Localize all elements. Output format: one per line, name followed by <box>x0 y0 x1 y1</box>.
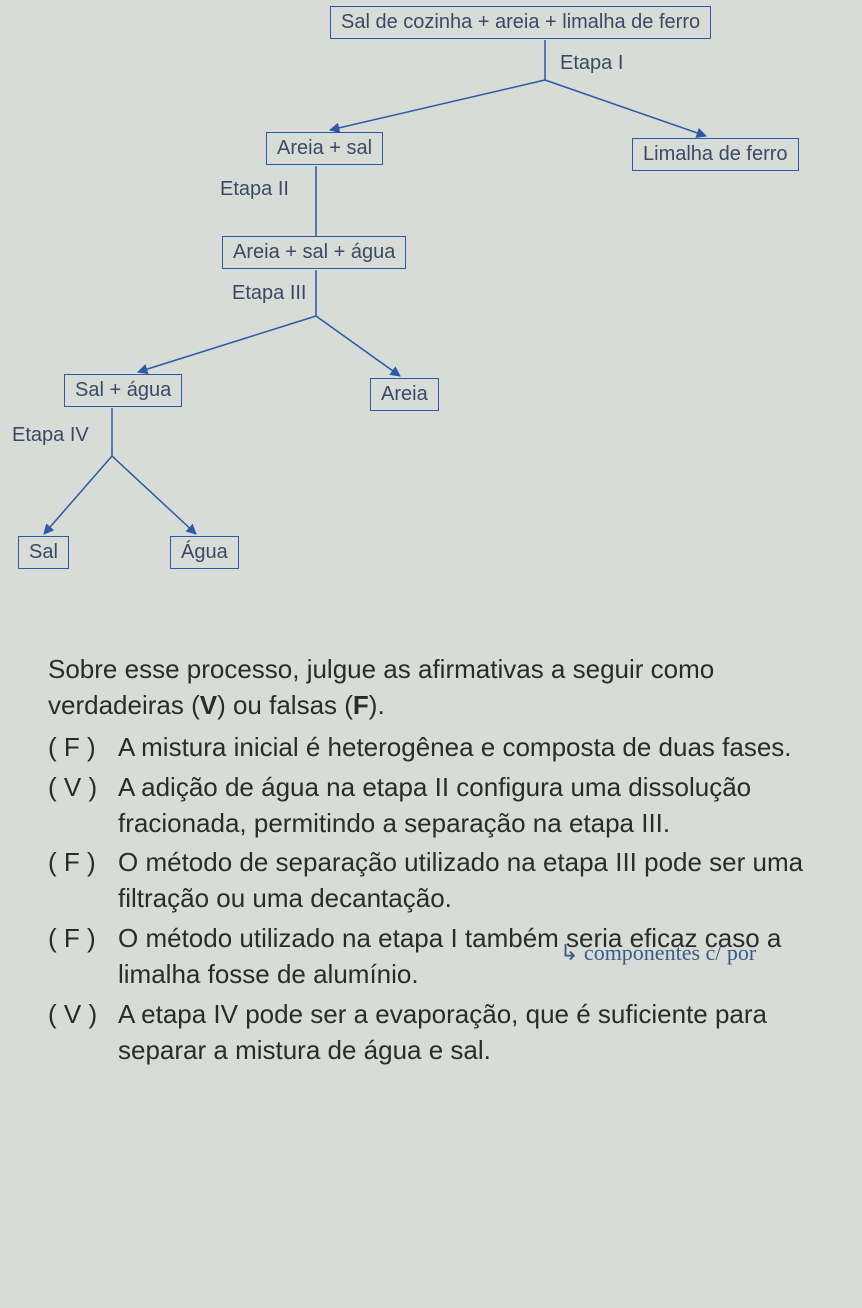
question-item-5: ( V ) A etapa IV pode ser a evaporação, … <box>48 997 848 1069</box>
flowchart-node-limalha: Limalha de ferro <box>632 138 799 171</box>
question-mark: ( F ) <box>48 921 118 993</box>
question-item-3: ( F ) O método de separação utilizado na… <box>48 845 848 917</box>
flowchart-node-areia: Areia <box>370 378 439 411</box>
question-mark: ( V ) <box>48 770 118 842</box>
question-mark: ( V ) <box>48 997 118 1069</box>
edge-label-etapa-4: Etapa IV <box>12 424 89 447</box>
question-mark: ( F ) <box>48 730 118 766</box>
flowchart-node-areia-sal: Areia + sal <box>266 132 383 165</box>
edge-label-etapa-3: Etapa III <box>232 282 307 305</box>
question-item-2: ( V ) A adição de água na etapa II confi… <box>48 770 848 842</box>
handwritten-note: ↳ componentes c/ por <box>560 940 756 966</box>
question-item-1: ( F ) A mistura inicial é heterogênea e … <box>48 730 848 766</box>
question-text: A mistura inicial é heterogênea e compos… <box>118 730 848 766</box>
flowchart-node-root: Sal de cozinha + areia + limalha de ferr… <box>330 6 711 39</box>
questions-block: Sobre esse processo, julgue as afirmativ… <box>48 652 848 1069</box>
question-text: A etapa IV pode ser a evaporação, que é … <box>118 997 848 1069</box>
flowchart-node-agua: Água <box>170 536 239 569</box>
question-mark: ( F ) <box>48 845 118 917</box>
flowchart-node-sal-agua: Sal + água <box>64 374 182 407</box>
edge-label-etapa-1: Etapa I <box>560 52 623 75</box>
flowchart-node-sal: Sal <box>18 536 69 569</box>
edge-label-etapa-2: Etapa II <box>220 178 289 201</box>
question-text: A adição de água na etapa II configura u… <box>118 770 848 842</box>
intro-line-1: Sobre esse processo, julgue as afirmativ… <box>48 654 565 684</box>
question-text: O método de separação utilizado na etapa… <box>118 845 848 917</box>
questions-intro: Sobre esse processo, julgue as afirmativ… <box>48 652 848 724</box>
flowchart-node-areia-sal-agua: Areia + sal + água <box>222 236 406 269</box>
flowchart-edges <box>0 0 862 700</box>
